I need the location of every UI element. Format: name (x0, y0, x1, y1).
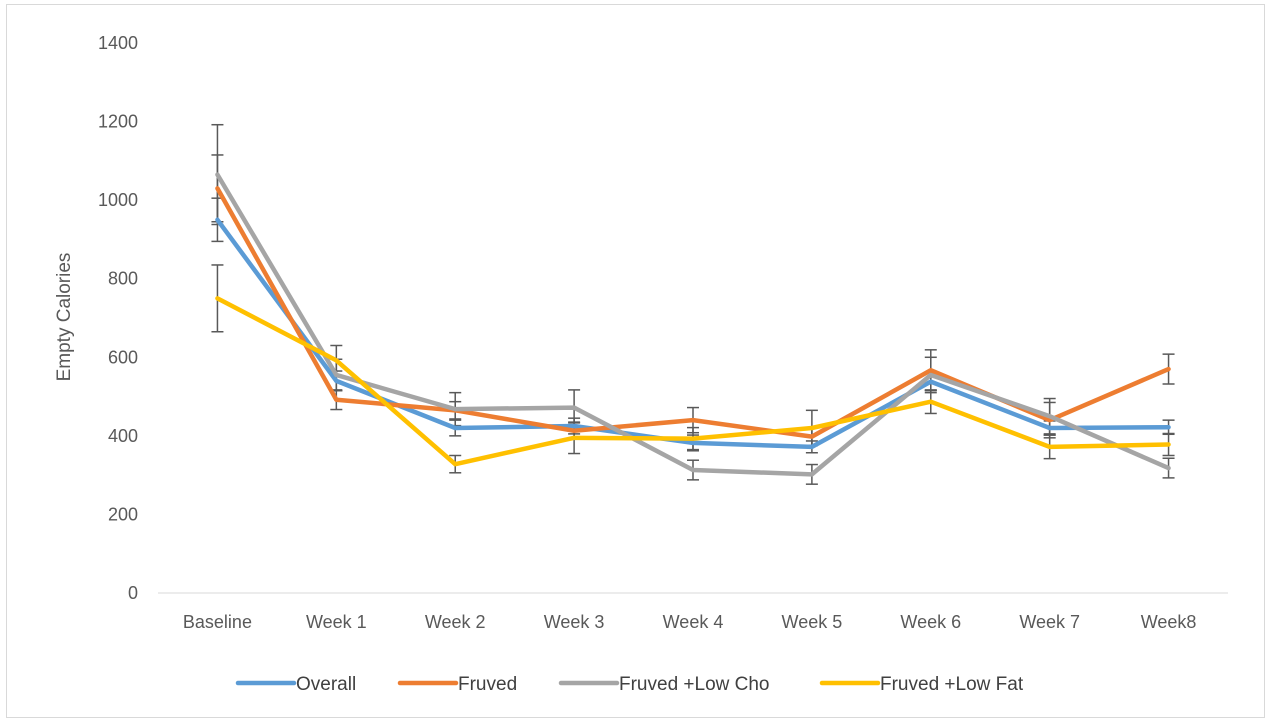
y-tick-label: 600 (108, 347, 138, 367)
y-tick-labels: 0 200 400 600 800 1000 1200 1400 (98, 33, 138, 603)
x-tick-label: Week 1 (306, 612, 367, 632)
series-line (215, 172, 1171, 477)
legend-item: Fruved (397, 674, 517, 695)
legend-label: Fruved +Low Cho (619, 674, 770, 695)
x-tick-label: Week 7 (1019, 612, 1080, 632)
y-tick-label: 400 (108, 426, 138, 446)
legend-item: Overall (235, 674, 356, 695)
series-line (215, 296, 1171, 467)
y-tick-label: 200 (108, 504, 138, 524)
x-tick-label: Week 5 (782, 612, 843, 632)
y-tick-label: 1000 (98, 190, 138, 210)
legend-label: Fruved (458, 674, 517, 695)
y-tick-label: 1400 (98, 33, 138, 53)
error-bars-layer (211, 123, 1175, 485)
legend: Overall Fruved Fruved +Low Cho Fruved +Low … (235, 674, 1024, 695)
x-tick-label: Week 6 (900, 612, 961, 632)
legend-label: Fruved +Low Fat (880, 674, 1024, 695)
series-line (215, 186, 1171, 439)
y-tick-label: 0 (128, 583, 138, 603)
legend-item: Fruved +Low Fat (819, 674, 1024, 695)
legend-item: Fruved +Low Cho (558, 674, 770, 695)
x-tick-label: Week 4 (663, 612, 724, 632)
y-axis-label: Empty Calories (54, 253, 75, 382)
legend-label: Overall (296, 674, 356, 695)
chart-frame (6, 4, 1265, 718)
x-tick-labels: Baseline Week 1 Week 2 Week 3 Week 4 Week 5 We… (183, 612, 1196, 632)
x-tick-label: Week 2 (425, 612, 486, 632)
y-tick-label: 800 (108, 269, 138, 289)
y-tick-label: 1200 (98, 112, 138, 132)
x-tick-label: Week 3 (544, 612, 605, 632)
x-tick-label: Week8 (1141, 612, 1197, 632)
x-tick-label: Baseline (183, 612, 252, 632)
series-lines-layer (215, 172, 1171, 477)
